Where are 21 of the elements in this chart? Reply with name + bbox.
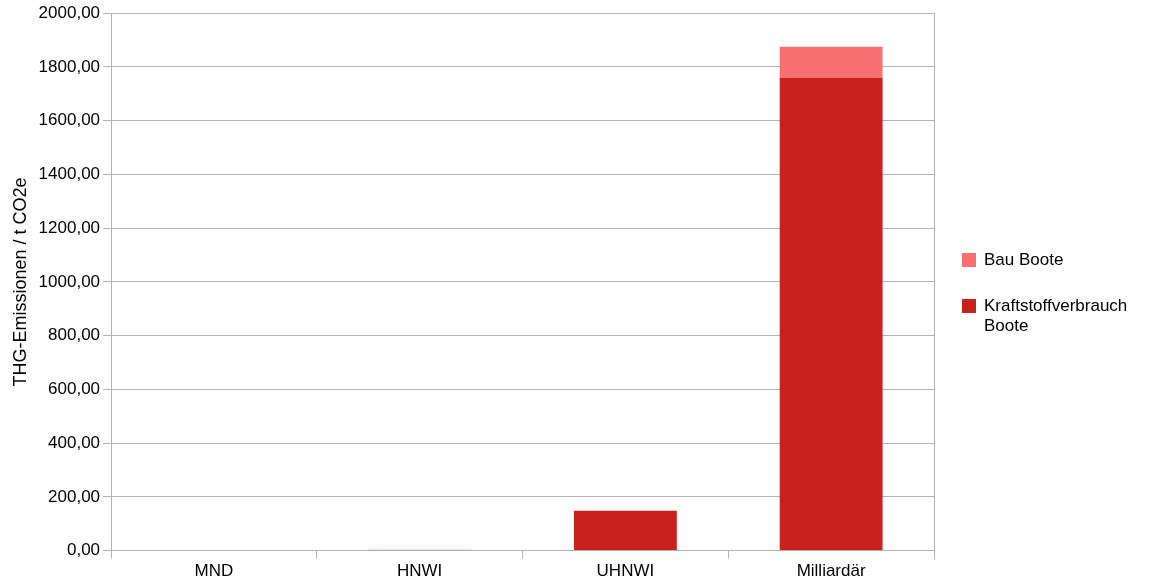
y-tick-label: 600,00 (48, 379, 101, 399)
x-tick-label: MND (194, 561, 234, 581)
legend-label: Bau Boote (984, 250, 1064, 270)
y-tick-label: 2000,00 (38, 2, 101, 22)
x-tick-label: Milliardär (796, 561, 866, 581)
y-tick-label: 1400,00 (38, 164, 101, 184)
legend-label: Kraftstoffverbrauch Boote (984, 296, 1129, 336)
bar (779, 77, 883, 551)
y-tick-label: 0,00 (66, 540, 101, 560)
y-axis-title: THG-Emissionen / t CO2e (9, 177, 30, 387)
bar (573, 510, 677, 551)
x-tick-label: UHNWI (596, 561, 655, 581)
y-tick-label: 1600,00 (38, 110, 101, 130)
y-tick-label: 1200,00 (38, 217, 101, 237)
y-tick-label: 400,00 (48, 432, 101, 452)
y-tick-label: 800,00 (48, 325, 101, 345)
y-tick-label: 1800,00 (38, 56, 101, 76)
y-tick-label: 1000,00 (38, 271, 101, 291)
y-tick-label: 200,00 (48, 486, 101, 506)
bar (779, 46, 883, 78)
x-tick-label: HNWI (396, 561, 443, 581)
